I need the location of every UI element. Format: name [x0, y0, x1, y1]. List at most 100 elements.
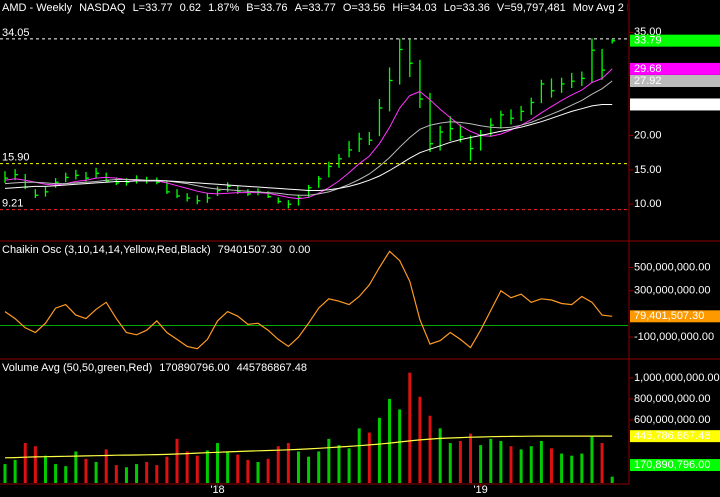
panel-title: 1.87% [208, 2, 239, 14]
volume-bar [509, 446, 513, 483]
volume-bar [428, 415, 432, 483]
volume-bar [23, 443, 27, 483]
volume-panel: Volume Avg (50,50,green,Red) 170890796.00… [2, 362, 614, 483]
volume-bar [549, 448, 553, 483]
volume-bar [570, 455, 574, 483]
last-value-label: 29.68 [634, 63, 662, 75]
volume-bar [469, 433, 473, 483]
last-value-label: 79,401,507.30 [634, 310, 704, 322]
volume-bar [54, 464, 58, 483]
volume-bar [600, 443, 604, 483]
panel-title: V=59,797,481 [497, 2, 566, 14]
volume-bar [560, 453, 564, 483]
volume-bar [155, 465, 159, 483]
volume-bar [317, 451, 321, 483]
reference-label: 15.90 [2, 152, 30, 164]
volume-bar [246, 459, 250, 483]
moving-average [4, 104, 613, 191]
panel-title: Hi=34.03 [392, 2, 436, 14]
volume-bar [276, 446, 280, 483]
volume-bar [226, 451, 230, 483]
volume-bar [33, 446, 37, 483]
last-value-label: 33.79 [634, 35, 662, 47]
panel-title: 170890796.00 [159, 362, 229, 374]
panel-title: Chaikin Osc (3,10,14,14,Yellow,Red,Black… [2, 244, 211, 256]
volume-bar [337, 445, 341, 483]
panel-title: AMD - Weekly [2, 2, 73, 14]
volume-bar [216, 443, 220, 483]
last-value-label: 445,786,867.48 [634, 430, 710, 442]
volume-bar [43, 455, 47, 483]
volume-bar [185, 451, 189, 483]
last-value-box [630, 310, 720, 323]
volume-bar [489, 438, 493, 483]
panel-title: 79401507.30 [218, 244, 282, 256]
last-value-box [630, 34, 720, 47]
volume-bar [408, 372, 412, 483]
panel-title: Lo=33.36 [444, 2, 490, 14]
y-tick-label: 15.00 [634, 164, 662, 176]
y-tick-label: 300,000,000.00 [634, 285, 710, 297]
last-value-box [630, 98, 720, 111]
volume-bar [479, 445, 483, 483]
last-value-box [630, 62, 720, 75]
panel-title: 0.00 [289, 244, 310, 256]
volume-bar [195, 455, 199, 483]
y-tick-label: 1,000,000,000.00 [634, 372, 720, 384]
volume-bar [3, 464, 7, 483]
y-tick-label: 10.00 [634, 198, 662, 210]
volume-average [4, 435, 613, 459]
volume-bar [104, 449, 108, 483]
volume-bar [13, 459, 17, 483]
volume-bar [610, 476, 614, 483]
volume-bar [529, 446, 533, 483]
price-panel: AMD - Weekly NASDAQ L=33.77 0.62 1.87% B=33.7… [0, 2, 640, 211]
volume-bar [124, 467, 128, 483]
volume-bar [94, 461, 98, 483]
volume-bar [266, 458, 270, 483]
oscillator-line [4, 250, 613, 350]
panel-title: NASDAQ [79, 2, 126, 14]
volume-bar [84, 458, 88, 483]
panel-title: Mov Avg 2 Lir [573, 2, 640, 14]
last-value-box [630, 459, 720, 472]
volume-bar [135, 464, 139, 483]
volume-bar [377, 417, 381, 483]
panel-title: Volume Avg (50,50,green,Red) [2, 362, 152, 374]
panel-title: L=33.77 [133, 2, 173, 14]
volume-bar [74, 451, 78, 483]
y-tick-label: 20.00 [634, 129, 662, 141]
volume-bar [165, 456, 169, 483]
volume-bar [580, 453, 584, 483]
last-value-label: 27.92 [634, 75, 662, 87]
y-tick-label: 800,000,000.00 [634, 393, 710, 405]
last-value-label: 170,890,796.00 [634, 459, 710, 471]
volume-bar [114, 465, 118, 483]
panel-title: B=33.76 [246, 2, 287, 14]
volume-bar [448, 443, 452, 483]
volume-bar [236, 454, 240, 483]
last-value-box [630, 430, 720, 443]
volume-bar [256, 461, 260, 483]
volume-bar [438, 428, 442, 483]
last-value-label: 24.51 [634, 98, 662, 110]
volume-bar [286, 443, 290, 483]
volume-bar [347, 448, 351, 483]
volume-bar [357, 428, 361, 483]
volume-bar [64, 466, 68, 483]
panel-title: A=33.77 [295, 2, 336, 14]
volume-bar [458, 440, 462, 483]
volume-bar [539, 440, 543, 483]
volume-bar [388, 398, 392, 483]
y-tick-label: 500,000,000.00 [634, 261, 710, 273]
reference-label: 34.05 [2, 27, 30, 39]
x-tick-label: '18 [210, 484, 224, 496]
volume-bar [367, 432, 371, 483]
reference-label: 9.21 [2, 198, 23, 210]
panel-title: 0.62 [180, 2, 201, 14]
volume-bar [296, 451, 300, 483]
volume-bar [205, 450, 209, 483]
volume-bar [327, 438, 331, 483]
